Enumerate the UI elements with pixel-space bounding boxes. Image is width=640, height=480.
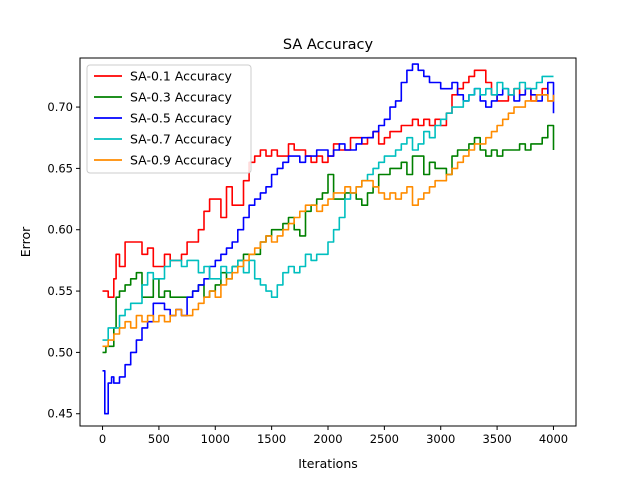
x-tick-label: 3500: [482, 432, 511, 446]
x-tick-label: 1000: [201, 432, 230, 446]
x-tick-label: 2500: [370, 432, 399, 446]
x-tick-label: 0: [99, 432, 106, 446]
series-line-2: [102, 124, 555, 354]
x-axis: 0 500 1000 1500 2000 2500 3000 3500 4000: [99, 426, 568, 446]
legend-label-2: SA-0.3 Accuracy: [130, 90, 232, 105]
x-tick-label: 4000: [539, 432, 568, 446]
legend-label-1: SA-0.1 Accuracy: [130, 69, 232, 84]
legend-label-3: SA-0.5 Accuracy: [130, 111, 232, 126]
y-tick-label: 0.65: [47, 161, 73, 175]
legend: SA-0.1 Accuracy SA-0.3 Accuracy SA-0.5 Acc…: [86, 64, 252, 174]
y-tick-label: 0.50: [47, 345, 73, 359]
legend-label-4: SA-0.7 Accuracy: [130, 132, 232, 147]
y-axis-label: Error: [18, 226, 33, 257]
chart-title: SA Accuracy: [283, 37, 374, 53]
x-tick-label: 500: [148, 432, 170, 446]
y-tick-label: 0.60: [47, 223, 73, 237]
series-line-5: [102, 94, 555, 348]
y-tick-label: 0.70: [47, 100, 73, 114]
plot-lines: [102, 63, 555, 415]
legend-label-5: SA-0.9 Accuracy: [130, 153, 232, 168]
y-tick-label: 0.55: [47, 284, 73, 298]
series-line-4: [102, 75, 554, 341]
x-tick-label: 1500: [257, 432, 286, 446]
y-tick-label: 0.45: [47, 407, 73, 421]
series-line-3: [102, 63, 555, 415]
x-tick-label: 2000: [313, 432, 342, 446]
x-tick-label: 3000: [426, 432, 455, 446]
x-axis-label: Iterations: [298, 456, 358, 471]
legend-box: [86, 64, 252, 174]
y-axis: 0.45 0.50 0.55 0.60 0.65 0.70: [47, 100, 80, 421]
